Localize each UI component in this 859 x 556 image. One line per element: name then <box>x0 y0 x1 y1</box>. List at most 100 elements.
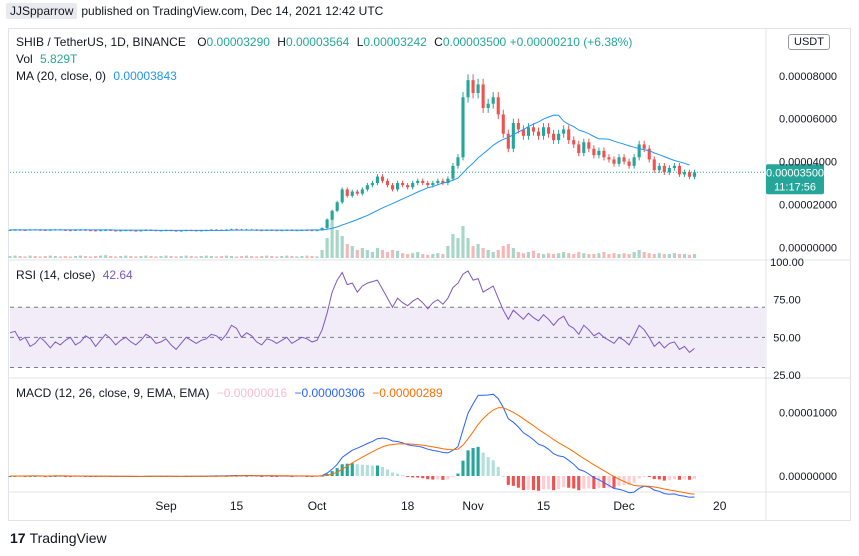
macd-histogram-bar <box>597 476 601 488</box>
volume-bar <box>104 255 108 258</box>
volume-bar <box>552 254 556 258</box>
ma-legend: MA (20, close, 0) 0.00003843 <box>16 69 177 83</box>
candle-body <box>310 230 314 232</box>
candle-body <box>567 129 571 141</box>
volume-bar <box>657 253 661 258</box>
symbol-label[interactable]: SHIB / TetherUS, 1D, BINANCE <box>16 35 186 49</box>
candle-body <box>114 230 118 232</box>
volume-bar <box>426 254 430 258</box>
candle-body <box>466 80 470 98</box>
macd-histogram-bar <box>300 476 304 478</box>
candle-body <box>501 114 505 134</box>
currency-button[interactable]: USDT <box>788 34 830 50</box>
volume-bar <box>526 252 530 258</box>
macd-histogram-bar <box>406 476 410 478</box>
low-label: L <box>356 35 364 49</box>
volume-label[interactable]: Vol <box>16 52 33 66</box>
macd-histogram-bar <box>657 476 661 480</box>
macd-histogram-bar <box>275 476 279 478</box>
volume-bar <box>310 256 314 258</box>
volume-bar <box>461 226 465 258</box>
macd-histogram-bar <box>481 452 485 477</box>
candle-body <box>280 230 284 232</box>
publisher-username[interactable]: JJSpparrow <box>6 3 78 19</box>
volume-bar <box>406 254 410 258</box>
candle-body <box>416 180 420 183</box>
candle-body <box>521 129 525 136</box>
candle-body <box>516 123 520 130</box>
candle-body <box>375 176 379 183</box>
macd-histogram-bar <box>380 467 385 477</box>
volume-bar <box>99 255 103 258</box>
close-value: 0.00003500 <box>442 35 507 49</box>
price-axis-tick-label: 0.00008000 <box>779 71 837 83</box>
volume-bar <box>612 253 616 258</box>
time-axis-tick-label: 20 <box>713 499 727 513</box>
candle-body <box>109 229 113 231</box>
candle-body <box>350 191 354 196</box>
grid <box>8 28 851 521</box>
candle-body <box>476 84 480 93</box>
macd-histogram-bar <box>285 476 289 478</box>
candle-body <box>511 123 515 149</box>
volume-bar <box>421 254 425 258</box>
volume-bar <box>451 234 455 258</box>
candle-body <box>486 103 490 108</box>
volume-bar <box>491 252 495 258</box>
candle-body <box>682 172 687 175</box>
volume-bar <box>250 256 254 258</box>
macd-histogram-bar <box>612 476 616 488</box>
volume-bar <box>189 256 193 258</box>
macd-histogram-bar <box>23 476 27 478</box>
volume-bar <box>501 246 505 258</box>
macd-histogram-bar <box>632 476 636 483</box>
volume-bar <box>662 254 666 258</box>
volume-bar <box>360 248 364 258</box>
candle-body <box>260 230 264 232</box>
time-axis-tick-label: Nov <box>462 499 483 513</box>
chart-frame <box>8 28 851 521</box>
candle-body <box>692 172 697 177</box>
macd-histogram-bar <box>345 463 349 477</box>
ma-label[interactable]: MA (20, close, 0) <box>16 69 107 83</box>
macd-histogram-bar <box>592 476 596 489</box>
volume-bar <box>300 256 304 258</box>
macd-axis-tick-label: 0.00000000 <box>779 471 837 483</box>
volume-bar <box>486 250 490 258</box>
volume-bar <box>385 252 390 258</box>
volume-legend: Vol 5.829T <box>16 52 77 66</box>
candles <box>8 74 697 232</box>
volume-value: 5.829T <box>40 52 78 66</box>
candle-body <box>526 127 530 136</box>
rsi-value: 42.64 <box>102 268 133 282</box>
macd-histogram-bar <box>396 473 400 477</box>
volume-bar <box>234 256 239 258</box>
macd-histogram-bar <box>582 476 586 489</box>
volume-bar <box>592 254 596 258</box>
macd-histogram-bar <box>340 464 344 477</box>
candle-body <box>360 189 364 194</box>
candle-body <box>662 165 666 173</box>
volume-bar <box>597 253 601 258</box>
volume-bar <box>174 256 178 258</box>
macd-histogram-bar <box>401 475 405 477</box>
volume-bar <box>577 252 581 258</box>
candle-body <box>340 189 344 203</box>
rsi-line <box>9 270 695 354</box>
candle-body <box>330 210 334 220</box>
candle-body <box>541 127 546 136</box>
macd-line <box>10 393 695 498</box>
volume-bar <box>159 256 163 258</box>
volume-bar <box>677 254 681 258</box>
rsi-axis-tick-label: 100.00 <box>770 257 804 269</box>
volume-bar <box>390 250 395 258</box>
volume-bar <box>340 236 344 258</box>
candle-body <box>134 230 138 232</box>
candle-body <box>677 165 681 175</box>
volume-bar <box>33 256 37 258</box>
rsi-label[interactable]: RSI (14, close) <box>16 268 96 282</box>
macd-label[interactable]: MACD (12, 26, close, 9, EMA, EMA) <box>16 386 210 400</box>
volume-bar <box>18 256 22 258</box>
footer-brand[interactable]: 17 TradingView <box>10 530 107 546</box>
